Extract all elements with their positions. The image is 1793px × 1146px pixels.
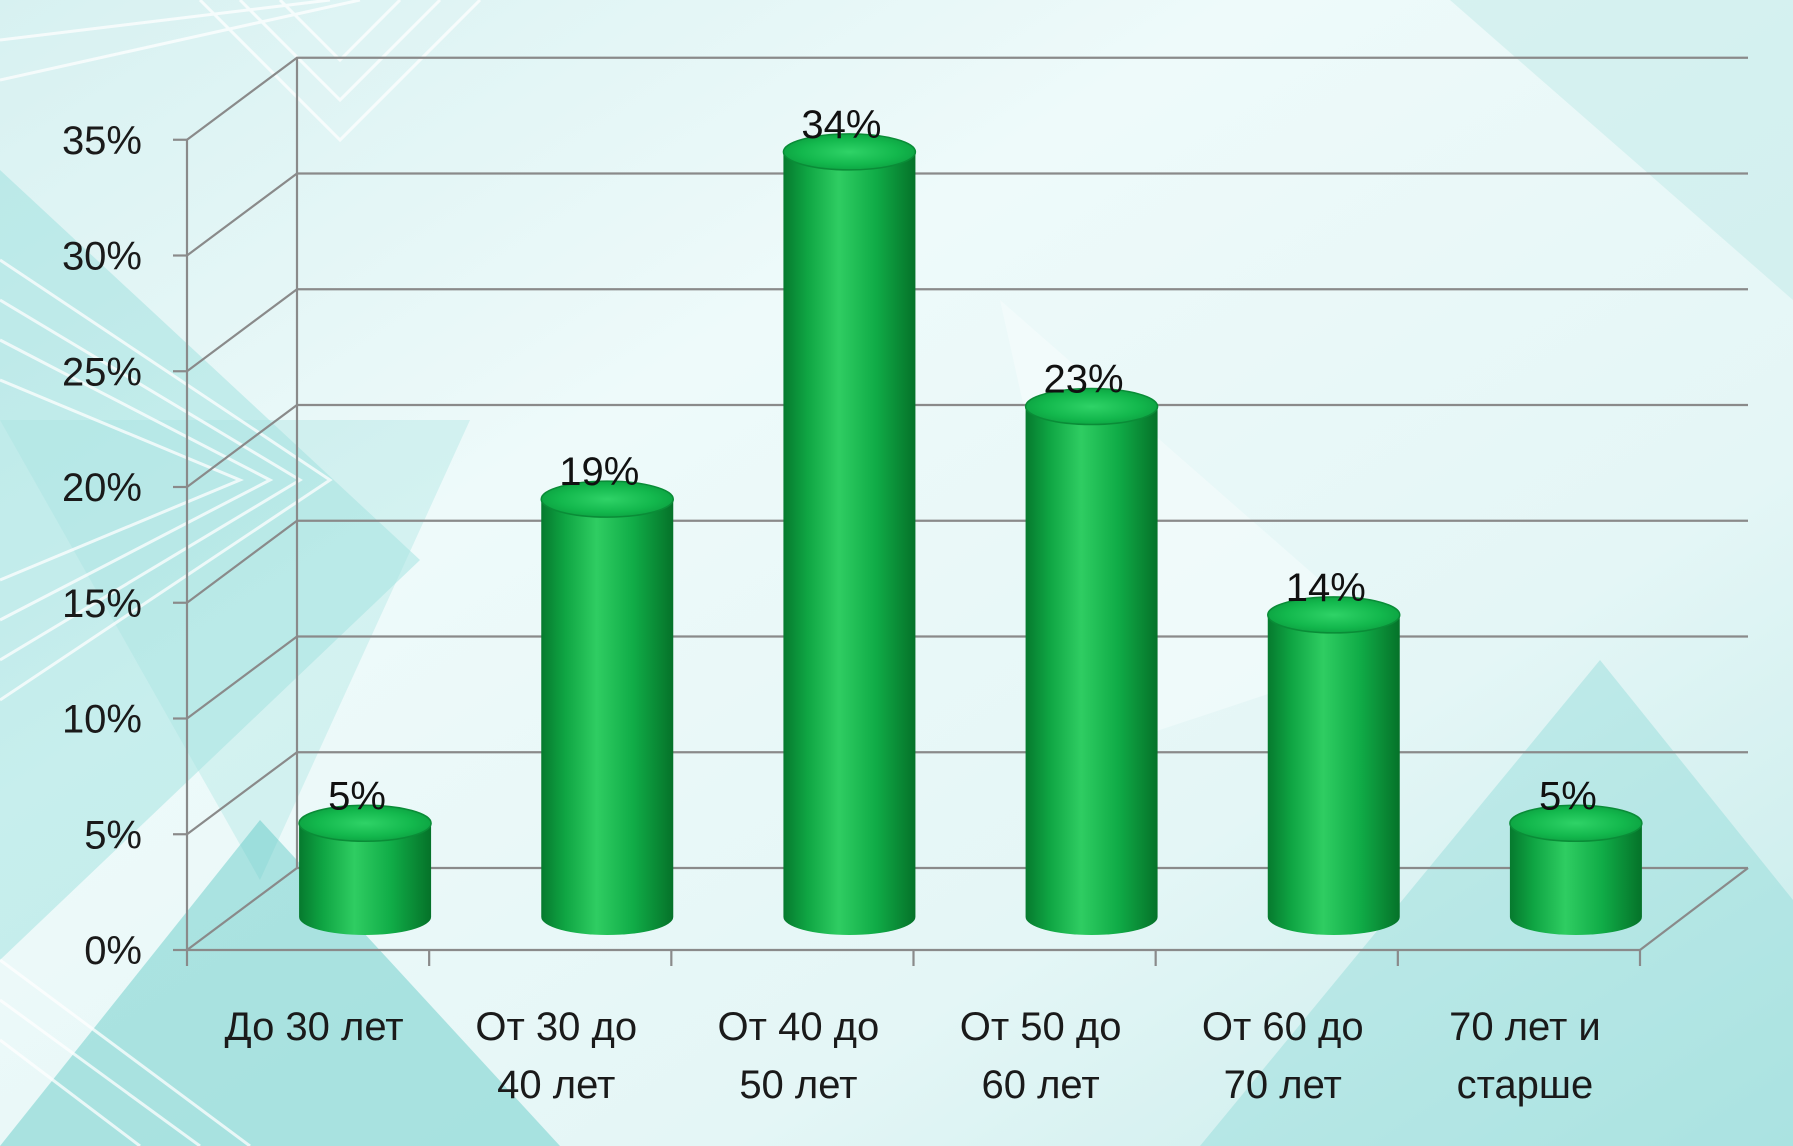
bar-top (1509, 804, 1643, 842)
y-tick-label: 20% (62, 466, 142, 510)
data-label: 5% (328, 774, 386, 818)
y-tick-label: 5% (84, 813, 142, 857)
y-tick-label: 25% (62, 350, 142, 394)
category-label: От 50 до 60 лет (960, 1005, 1122, 1107)
category-label: От 30 до 40 лет (475, 1005, 637, 1107)
bar-body (299, 823, 432, 936)
bar-top (298, 804, 432, 842)
bar-body (541, 499, 674, 936)
y-tick-label: 35% (62, 119, 142, 163)
bar-body (1025, 406, 1158, 936)
bar-top (1267, 596, 1401, 634)
bar-top (540, 480, 674, 518)
bar-body (1509, 823, 1642, 936)
y-tick-label: 10% (62, 698, 142, 742)
y-axis-tick-labels: 0% 5% 10% 15% 20% 25% 30% 35% (62, 119, 142, 973)
y-tick-label: 30% (62, 235, 142, 279)
bar-body (783, 151, 916, 936)
data-label: 14% (1286, 566, 1366, 610)
bar-body (1267, 614, 1400, 936)
data-labels: 5% 19% 34% 23% 14% 5% (328, 103, 1597, 818)
x-axis-category-labels: До 30 лет От 30 до 40 лет От 40 до 50 лет От … (225, 1005, 1601, 1107)
category-label: До 30 лет (225, 1005, 404, 1049)
bar-top (782, 133, 917, 171)
category-label: От 60 до 70 лет (1202, 1005, 1364, 1107)
bar (782, 133, 917, 936)
axes (173, 57, 1749, 966)
category-label: От 40 до 50 лет (718, 1005, 880, 1107)
bar (1024, 387, 1159, 936)
data-label: 23% (1044, 358, 1124, 402)
data-label: 5% (1539, 774, 1597, 818)
data-label: 19% (559, 450, 639, 494)
bar-top (1024, 387, 1159, 426)
bar (1509, 804, 1643, 936)
category-label: 70 лет и старше (1449, 1005, 1601, 1107)
y-tick-label: 0% (84, 929, 142, 973)
data-label: 34% (801, 103, 881, 147)
floor-right-edge (1639, 867, 1749, 951)
bar (298, 804, 432, 936)
bar (540, 480, 674, 936)
bars (298, 133, 1643, 936)
bar (1267, 596, 1401, 936)
y-tick-label: 15% (62, 582, 142, 626)
